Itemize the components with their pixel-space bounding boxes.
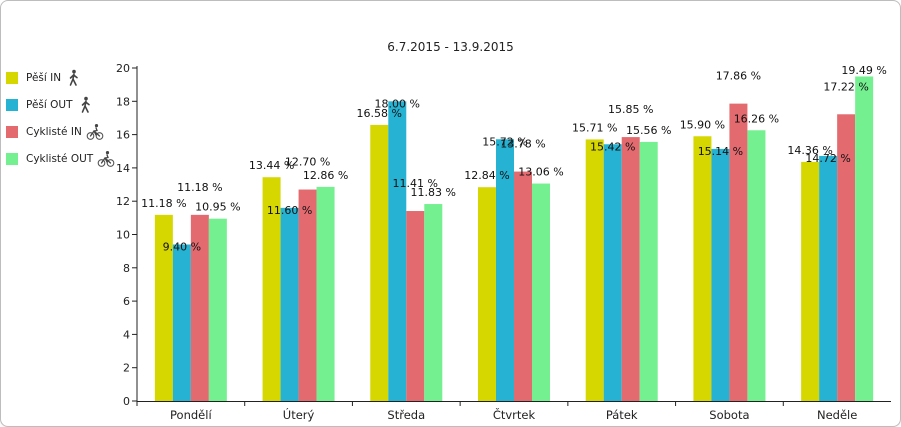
x-tick-label: Úterý bbox=[283, 407, 315, 422]
bar bbox=[514, 171, 532, 401]
data-label: 16.26 % bbox=[734, 112, 779, 125]
legend-label: Pěší OUT bbox=[26, 98, 73, 111]
data-label: 11.60 % bbox=[267, 204, 312, 217]
y-tick-label: 12 bbox=[116, 195, 130, 208]
bar bbox=[190, 214, 209, 401]
data-label: 11.18 % bbox=[141, 197, 186, 210]
bar bbox=[837, 114, 856, 402]
bar bbox=[298, 189, 317, 401]
legend-item-pesi-in[interactable]: Pěší IN bbox=[6, 64, 124, 91]
data-label: 11.83 % bbox=[411, 186, 456, 199]
legend-label: Pěší IN bbox=[26, 71, 62, 84]
y-tick-label: 0 bbox=[123, 395, 130, 408]
data-label: 14.72 % bbox=[805, 152, 850, 165]
data-label: 12.70 % bbox=[285, 156, 330, 169]
x-tick-label: Středa bbox=[387, 408, 425, 422]
bar bbox=[478, 187, 496, 401]
data-label: 12.84 % bbox=[464, 169, 509, 182]
legend-label: Cyklisté OUT bbox=[26, 152, 94, 165]
bar bbox=[532, 183, 550, 401]
data-label: 15.85 % bbox=[608, 103, 653, 116]
bar bbox=[370, 124, 389, 402]
data-label: 10.95 % bbox=[195, 201, 240, 214]
bar bbox=[693, 136, 712, 401]
pedestrian-icon bbox=[81, 96, 90, 113]
bar bbox=[496, 139, 514, 401]
data-label: 15.71 % bbox=[572, 121, 617, 134]
y-tick-label: 2 bbox=[123, 362, 130, 375]
bar bbox=[801, 161, 820, 401]
legend-swatch-cykliste-out bbox=[6, 152, 18, 165]
legend-swatch-pesi-out bbox=[6, 98, 18, 111]
data-label: 11.41 % bbox=[393, 177, 438, 190]
pedestrian-icon bbox=[69, 69, 78, 86]
data-label: 12.86 % bbox=[303, 169, 348, 182]
legend-item-cykliste-in[interactable]: Cyklisté IN bbox=[6, 118, 124, 145]
cyclist-icon bbox=[97, 150, 115, 167]
x-tick-label: Pátek bbox=[606, 408, 638, 422]
y-tick-label: 20 bbox=[116, 62, 130, 75]
legend-item-cykliste-out[interactable]: Cyklisté OUT bbox=[6, 145, 124, 172]
bar bbox=[621, 137, 640, 401]
chart-title: 6.7.2015 - 13.9.2015 bbox=[387, 40, 514, 54]
bar bbox=[729, 103, 748, 402]
bar bbox=[603, 144, 622, 401]
legend-label: Cyklisté IN bbox=[26, 125, 82, 138]
y-tick-label: 8 bbox=[123, 262, 130, 275]
y-tick-label: 6 bbox=[123, 295, 130, 308]
y-tick-label: 4 bbox=[123, 328, 130, 341]
data-label: 15.90 % bbox=[680, 118, 725, 131]
bar bbox=[855, 76, 874, 401]
legend: Pěší IN Pěší OUT Cyklisté IN Cyklisté OU… bbox=[6, 64, 124, 172]
x-tick-label: Čtvrtek bbox=[493, 407, 536, 422]
y-tick-label: 10 bbox=[116, 229, 130, 242]
y-tick-label: 16 bbox=[116, 129, 130, 142]
bar bbox=[585, 139, 604, 401]
bar bbox=[406, 211, 425, 401]
data-label: 16.58 % bbox=[357, 107, 402, 120]
data-label: 19.49 % bbox=[841, 64, 886, 77]
legend-item-pesi-out[interactable]: Pěší OUT bbox=[6, 91, 124, 118]
data-label: 15.72 % bbox=[482, 135, 527, 148]
data-label: 18.00 % bbox=[375, 97, 420, 110]
bar bbox=[154, 214, 173, 401]
cyclist-icon bbox=[86, 123, 104, 140]
legend-swatch-pesi-in bbox=[6, 71, 18, 84]
data-label: 15.56 % bbox=[626, 124, 671, 137]
bar bbox=[172, 244, 191, 401]
data-label: 14.36 % bbox=[787, 144, 832, 157]
bar bbox=[280, 207, 299, 401]
data-label: 17.22 % bbox=[823, 80, 868, 93]
data-label: 13.06 % bbox=[518, 166, 563, 179]
y-tick-label: 18 bbox=[116, 95, 130, 108]
bar bbox=[819, 155, 838, 401]
bar bbox=[424, 204, 443, 401]
legend-swatch-cykliste-in bbox=[6, 125, 18, 138]
bar bbox=[316, 186, 335, 401]
y-tick-label: 14 bbox=[116, 162, 130, 175]
x-tick-label: Pondělí bbox=[170, 408, 212, 422]
data-label: 15.42 % bbox=[590, 140, 635, 153]
data-label: 13.44 % bbox=[249, 159, 294, 172]
bar bbox=[711, 148, 730, 401]
bar bbox=[388, 101, 407, 402]
data-label: 15.14 % bbox=[698, 145, 743, 158]
bar bbox=[747, 130, 766, 401]
bar bbox=[208, 218, 227, 401]
data-label: 11.18 % bbox=[177, 181, 222, 194]
x-tick-label: Sobota bbox=[709, 408, 749, 422]
data-label: 9.40 % bbox=[163, 240, 201, 253]
data-label: 13.78 % bbox=[500, 138, 545, 151]
bar bbox=[262, 177, 281, 401]
data-label: 17.86 % bbox=[716, 70, 761, 83]
x-tick-label: Neděle bbox=[817, 408, 857, 422]
bar bbox=[639, 141, 658, 401]
